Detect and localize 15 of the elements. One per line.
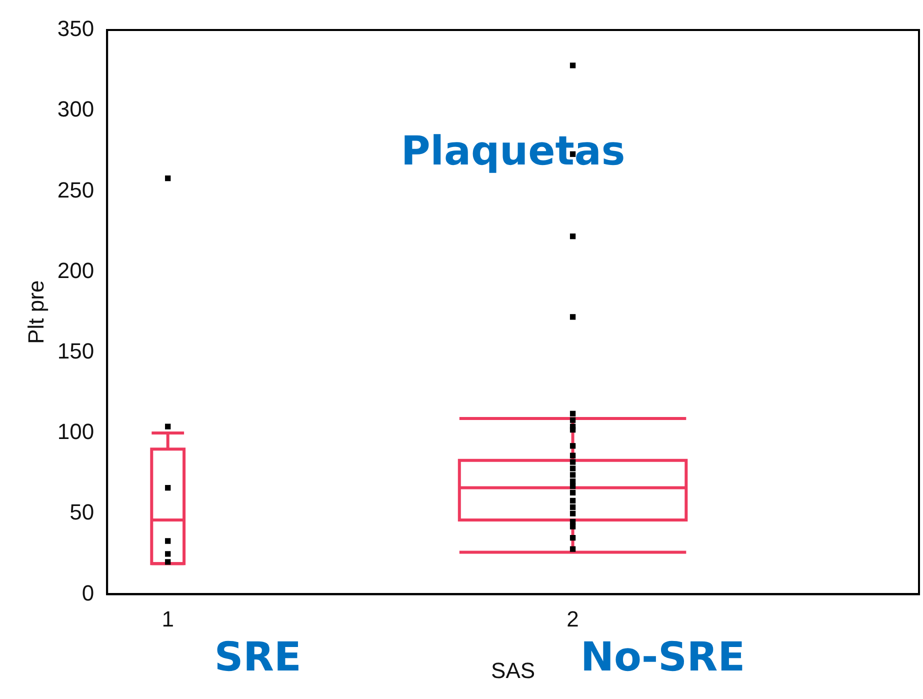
y-axis-title: Plt pre [23, 280, 48, 344]
y-tick-label: 300 [57, 96, 94, 122]
y-tick-label: 200 [57, 258, 94, 283]
text: Plaquetas [400, 128, 626, 174]
text: SRE [214, 634, 302, 681]
x-tick-label: 2 [566, 606, 579, 632]
y-tick-label: 50 [70, 500, 94, 525]
x-axis-title: SAS [491, 658, 536, 683]
y-tick-label: 100 [57, 419, 94, 444]
y-tick-label: 250 [57, 177, 94, 202]
y-tick-label: 0 [82, 580, 94, 606]
y-tick-label: 150 [57, 338, 94, 364]
text: No-SRE [580, 634, 746, 681]
y-tick-label: 350 [57, 16, 94, 42]
x-tick-label: 1 [162, 606, 174, 632]
